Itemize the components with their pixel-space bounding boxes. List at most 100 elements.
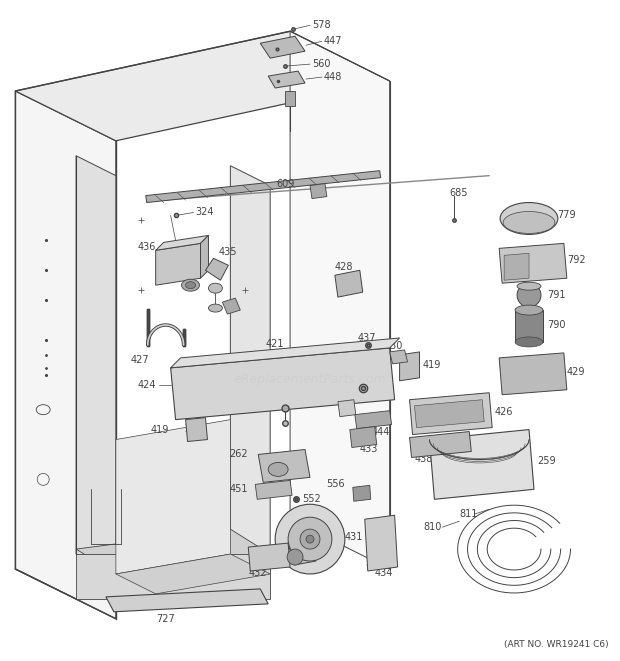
Text: 811: 811 xyxy=(459,509,477,520)
Polygon shape xyxy=(248,543,290,571)
Polygon shape xyxy=(106,589,268,612)
Ellipse shape xyxy=(208,304,223,312)
Ellipse shape xyxy=(185,282,195,289)
Text: 424: 424 xyxy=(137,380,156,390)
Polygon shape xyxy=(16,91,116,619)
Text: 437: 437 xyxy=(358,333,376,343)
Ellipse shape xyxy=(268,463,288,477)
Ellipse shape xyxy=(517,282,541,290)
Text: 447: 447 xyxy=(324,36,342,46)
Text: 436: 436 xyxy=(137,243,156,253)
Polygon shape xyxy=(310,184,327,198)
Polygon shape xyxy=(200,235,208,278)
Ellipse shape xyxy=(208,283,223,293)
Ellipse shape xyxy=(515,305,543,315)
Text: 438: 438 xyxy=(415,455,433,465)
Text: 442: 442 xyxy=(300,566,319,576)
Polygon shape xyxy=(338,400,356,416)
Circle shape xyxy=(300,529,320,549)
Polygon shape xyxy=(146,171,381,202)
Polygon shape xyxy=(205,258,228,280)
Text: 259: 259 xyxy=(537,457,556,467)
Text: 435: 435 xyxy=(311,393,330,403)
Polygon shape xyxy=(116,554,270,594)
Circle shape xyxy=(517,283,541,307)
Polygon shape xyxy=(353,485,371,501)
Text: 419: 419 xyxy=(150,424,169,434)
Polygon shape xyxy=(400,352,420,381)
Text: eReplacementParts.com: eReplacementParts.com xyxy=(234,373,386,386)
Text: 419: 419 xyxy=(422,360,441,370)
Ellipse shape xyxy=(503,212,555,233)
Text: 189: 189 xyxy=(370,380,388,390)
Polygon shape xyxy=(335,270,363,297)
Text: 429: 429 xyxy=(567,367,585,377)
Text: 431: 431 xyxy=(345,532,363,542)
Polygon shape xyxy=(499,243,567,283)
Text: 432: 432 xyxy=(248,568,267,578)
Polygon shape xyxy=(116,420,231,574)
Circle shape xyxy=(306,535,314,543)
Text: 435: 435 xyxy=(218,247,237,257)
Text: 727: 727 xyxy=(156,614,174,624)
Text: 430: 430 xyxy=(384,341,403,351)
Text: 790: 790 xyxy=(547,320,565,330)
Text: 792: 792 xyxy=(567,255,585,265)
Text: 324: 324 xyxy=(195,208,214,217)
Text: 552: 552 xyxy=(302,494,321,504)
Polygon shape xyxy=(268,71,305,88)
Text: 451: 451 xyxy=(230,485,248,494)
Polygon shape xyxy=(410,432,471,457)
Polygon shape xyxy=(76,554,270,599)
Text: 428: 428 xyxy=(335,262,353,272)
Polygon shape xyxy=(156,235,208,251)
Polygon shape xyxy=(16,31,389,141)
Text: 556: 556 xyxy=(326,479,345,489)
Polygon shape xyxy=(170,348,394,420)
Ellipse shape xyxy=(182,279,200,291)
Polygon shape xyxy=(185,418,208,442)
Polygon shape xyxy=(259,449,310,483)
Circle shape xyxy=(275,504,345,574)
Text: 426: 426 xyxy=(494,407,513,416)
Polygon shape xyxy=(156,243,200,285)
Circle shape xyxy=(287,549,303,565)
Polygon shape xyxy=(260,36,305,58)
Polygon shape xyxy=(223,298,241,314)
Ellipse shape xyxy=(515,337,543,347)
Polygon shape xyxy=(288,539,316,565)
Polygon shape xyxy=(170,338,400,368)
Polygon shape xyxy=(350,426,377,447)
Text: 262: 262 xyxy=(229,449,248,459)
Text: 434: 434 xyxy=(374,568,393,578)
Text: 421: 421 xyxy=(265,339,284,349)
Text: (ART NO. WR19241 C6): (ART NO. WR19241 C6) xyxy=(504,640,609,648)
Polygon shape xyxy=(290,31,389,569)
Ellipse shape xyxy=(500,202,558,235)
Polygon shape xyxy=(410,393,492,434)
Text: 609: 609 xyxy=(277,178,295,188)
Polygon shape xyxy=(355,410,392,428)
Polygon shape xyxy=(76,156,116,579)
Text: 685: 685 xyxy=(450,188,468,198)
Text: 433: 433 xyxy=(360,444,378,455)
Polygon shape xyxy=(430,430,534,499)
Polygon shape xyxy=(255,481,292,499)
Text: 444: 444 xyxy=(372,426,390,436)
Bar xyxy=(515,310,543,342)
Polygon shape xyxy=(231,166,270,574)
Polygon shape xyxy=(389,350,407,364)
Polygon shape xyxy=(285,91,295,106)
Text: 791: 791 xyxy=(547,290,565,300)
Circle shape xyxy=(288,517,332,561)
Text: 578: 578 xyxy=(312,20,330,30)
Text: 779: 779 xyxy=(557,210,575,221)
Text: 427: 427 xyxy=(131,355,149,365)
Polygon shape xyxy=(504,253,529,280)
Polygon shape xyxy=(415,400,484,428)
Text: 263: 263 xyxy=(254,401,272,410)
Polygon shape xyxy=(76,529,270,574)
Text: 810: 810 xyxy=(423,522,441,532)
Text: 448: 448 xyxy=(324,72,342,82)
Polygon shape xyxy=(499,353,567,395)
